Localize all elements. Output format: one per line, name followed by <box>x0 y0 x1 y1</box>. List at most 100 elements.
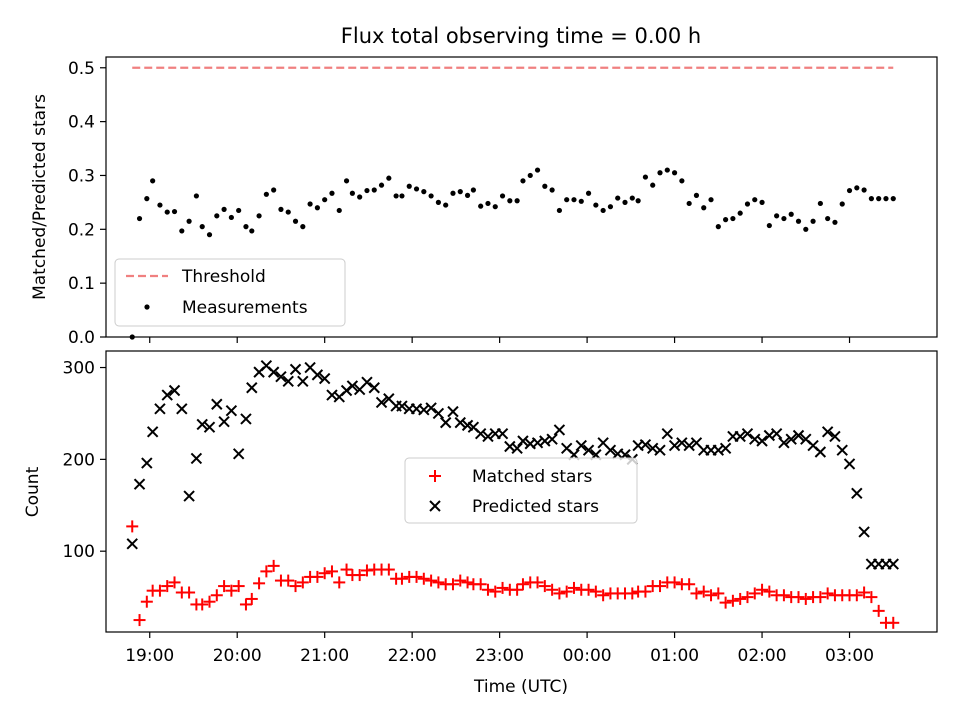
measurement-point <box>657 170 663 176</box>
matched-star-point <box>260 565 273 578</box>
matched-star-point <box>126 520 139 533</box>
measurement-point <box>686 200 692 207</box>
predicted-star-point <box>843 458 856 470</box>
measurement-point <box>399 193 405 199</box>
measurement-point <box>607 204 614 210</box>
predicted-star-point <box>368 382 380 394</box>
measurement-point <box>179 228 185 234</box>
predicted-star-point <box>712 444 725 456</box>
measurement-point <box>715 224 721 230</box>
matched-star-point <box>597 589 610 602</box>
matched-star-point <box>232 580 245 593</box>
measurement-point <box>136 215 143 222</box>
matched-star-point <box>296 576 309 589</box>
measurement-point <box>186 218 192 224</box>
measurement-point <box>292 218 299 224</box>
top-legend: Threshold Measurements <box>114 258 346 327</box>
matched-star-point <box>531 576 544 589</box>
measurement-point <box>450 190 456 196</box>
predicted-star-point <box>141 457 153 469</box>
measurement-point <box>542 183 548 189</box>
measurement-point <box>671 170 678 176</box>
predicted-star-point <box>126 538 138 550</box>
matched-star-point <box>560 585 573 598</box>
measurement-point <box>343 178 350 184</box>
bottom-y-axis-label: Count <box>23 466 43 517</box>
measurement-point <box>193 193 199 199</box>
measurement-point <box>199 224 205 230</box>
bottom-y-axis: 100 200 300 <box>63 359 106 562</box>
predicted-star-point <box>654 444 666 456</box>
measurement-point <box>774 213 780 219</box>
matched-star-point <box>161 580 174 593</box>
matched-star-point <box>425 574 438 587</box>
measurement-point <box>457 189 463 195</box>
measurement-point <box>492 204 498 210</box>
top-y-tick-label: 0.3 <box>68 166 95 186</box>
measurement-point <box>157 202 163 208</box>
predicted-star-point <box>676 437 688 449</box>
predicted-star-point <box>176 403 188 415</box>
measurement-point <box>600 207 606 214</box>
matched-star-point <box>382 563 395 576</box>
measurement-point <box>206 232 213 238</box>
matched-star-point <box>489 585 502 598</box>
measurement-point <box>150 178 156 184</box>
measurement-point <box>478 203 484 209</box>
x-axis-label: Time (UTC) <box>473 677 568 697</box>
predicted-star-point <box>474 427 487 440</box>
predicted-star-point <box>267 366 280 378</box>
matched-star-point <box>417 572 430 585</box>
x-tick-label: 03:00 <box>825 646 874 666</box>
predicted-star-point <box>282 375 294 388</box>
measurement-point <box>723 217 729 223</box>
matched-star-point <box>546 583 559 596</box>
matched-star-point <box>289 580 302 593</box>
legend-threshold-label: Threshold <box>181 267 266 287</box>
measurement-point <box>507 198 513 204</box>
measurement-point <box>378 182 385 188</box>
matched-star-point <box>734 592 747 605</box>
measurement-point <box>556 207 563 214</box>
measurement-point <box>171 208 178 215</box>
measurement-point <box>593 202 599 208</box>
top-y-tick-label: 0.1 <box>68 274 95 294</box>
predicted-star-point <box>719 442 732 455</box>
measurement-point <box>890 196 896 202</box>
matched-star-point <box>799 592 812 605</box>
measurement-point <box>737 210 743 216</box>
measurement-point <box>514 198 520 204</box>
measurement-point <box>300 224 306 230</box>
measurement-point <box>781 215 787 222</box>
measurement-point <box>443 202 449 208</box>
predicted-star-point <box>734 430 746 443</box>
matched-star-point <box>582 583 595 596</box>
predicted-star-point <box>792 429 805 442</box>
matched-star-point <box>168 576 181 589</box>
measurement-point <box>336 207 342 214</box>
matched-star-point <box>814 591 827 604</box>
matched-star-point <box>690 587 703 600</box>
predicted-star-point <box>741 427 754 440</box>
measurement-point <box>876 196 882 202</box>
matched-star-point <box>253 577 266 590</box>
predicted-star-point <box>836 444 848 456</box>
matched-star-point <box>712 587 725 600</box>
top-y-tick-label: 0.0 <box>68 328 95 348</box>
predicted-star-point <box>361 376 373 388</box>
measurement-point <box>256 213 262 219</box>
top-legend-box <box>114 258 346 327</box>
measurement-point <box>263 191 269 197</box>
matched-star-point <box>865 591 878 604</box>
x-tick-label: 21:00 <box>300 646 349 666</box>
measurement-point <box>278 206 284 212</box>
measurement-point <box>221 206 227 212</box>
matched-star-point <box>282 574 295 587</box>
predicted-star-point <box>511 442 523 455</box>
predicted-star-point <box>311 369 324 381</box>
measurement-point <box>571 197 577 203</box>
matched-star-point <box>239 598 252 611</box>
predicted-star-point <box>683 439 695 452</box>
matched-star-point <box>474 578 487 591</box>
matched-stars-series <box>126 520 900 629</box>
